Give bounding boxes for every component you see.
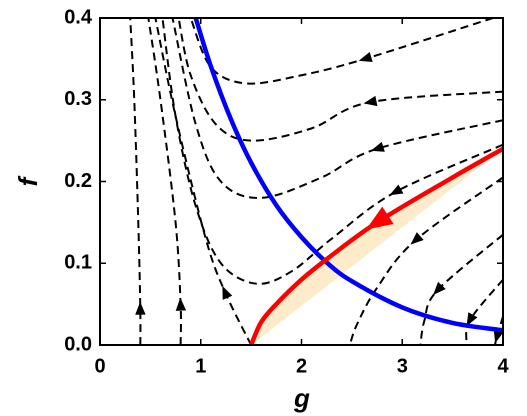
arrow	[222, 285, 233, 300]
x-tick-label: 0	[94, 355, 105, 377]
arrow	[358, 52, 373, 62]
arrow	[366, 206, 394, 230]
trajectory	[189, 18, 494, 85]
arrow	[370, 141, 385, 152]
trajectory	[171, 18, 503, 199]
y-tick-label: 0.3	[64, 88, 92, 110]
trajectory	[161, 18, 503, 285]
x-tick-label: 2	[296, 355, 307, 377]
y-tick-label: 0.2	[64, 170, 92, 192]
arrow	[410, 232, 424, 245]
trajectory	[154, 18, 253, 345]
x-tick-label: 4	[497, 355, 509, 377]
trajectory	[129, 18, 142, 345]
x-tick-label: 1	[195, 355, 206, 377]
curve	[193, 18, 503, 333]
y-tick-label: 0.0	[64, 333, 92, 355]
arrow	[389, 184, 404, 196]
arrow	[433, 281, 446, 296]
arrow	[175, 297, 187, 311]
arrow	[466, 312, 478, 327]
plot-area	[129, 18, 503, 345]
y-tick-label: 0.4	[64, 6, 93, 28]
region-fill	[251, 148, 503, 345]
trajectory	[177, 18, 503, 142]
trajectory	[348, 176, 503, 345]
x-axis-label: g	[293, 383, 310, 413]
curve	[249, 146, 503, 345]
trajectory	[419, 233, 503, 345]
trajectory	[147, 18, 182, 345]
trajectory	[493, 316, 503, 345]
arrow	[493, 329, 503, 344]
y-axis-label: f	[13, 175, 43, 186]
y-tick-label: 0.1	[64, 252, 92, 274]
x-tick-label: 3	[397, 355, 408, 377]
arrow	[135, 301, 146, 315]
arrow	[363, 95, 378, 107]
